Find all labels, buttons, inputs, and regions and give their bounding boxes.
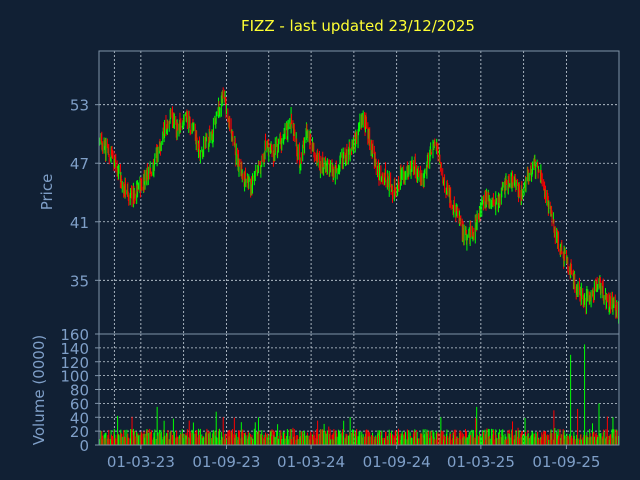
price-series bbox=[98, 87, 620, 324]
price-tick-label: 53 bbox=[70, 97, 89, 115]
date-tick-label: 01-09-24 bbox=[363, 453, 431, 471]
volume-tick-label: 80 bbox=[70, 382, 89, 400]
volume-axis-label: Volume (0000) bbox=[30, 335, 48, 445]
volume-series bbox=[98, 344, 620, 445]
date-tick-label: 01-09-23 bbox=[192, 453, 260, 471]
price-gridlines bbox=[99, 51, 619, 334]
date-tick-label: 01-03-23 bbox=[107, 453, 175, 471]
date-tick-label: 01-03-25 bbox=[447, 453, 515, 471]
price-tick-label: 35 bbox=[70, 272, 89, 290]
date-tick-label: 01-03-24 bbox=[277, 453, 345, 471]
price-axis: 35 41 47 53 bbox=[70, 97, 99, 290]
date-tick-label: 01-09-25 bbox=[532, 453, 600, 471]
chart-title: FIZZ - last updated 23/12/2025 bbox=[241, 17, 475, 35]
volume-tick-label: 100 bbox=[60, 368, 89, 386]
volume-tick-label: 40 bbox=[70, 409, 89, 427]
date-axis: 01-03-23 01-09-23 01-03-24 01-09-24 01-03-25… bbox=[107, 445, 600, 471]
price-panel-frame bbox=[98, 50, 620, 335]
price-tick-label: 41 bbox=[70, 214, 89, 232]
volume-tick-label: 0 bbox=[79, 437, 89, 455]
volume-tick-label: 120 bbox=[60, 354, 89, 372]
volume-tick-label: 60 bbox=[70, 395, 89, 413]
price-tick-label: 47 bbox=[70, 155, 89, 173]
price-axis-label: Price bbox=[38, 174, 56, 211]
volume-tick-label: 20 bbox=[70, 423, 89, 441]
volume-tick-label: 140 bbox=[60, 340, 89, 358]
volume-tick-label: 160 bbox=[60, 326, 89, 344]
volume-gridlines bbox=[99, 334, 619, 445]
